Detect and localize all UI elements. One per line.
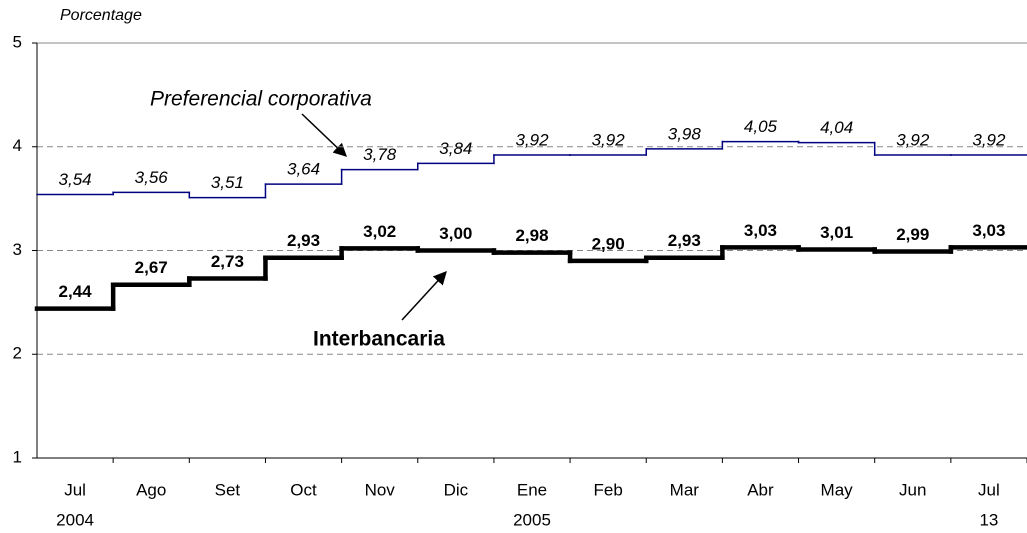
x-tick-label: Ago <box>136 480 166 499</box>
y-tick-label: 2 <box>13 344 22 363</box>
x-tick-label: Nov <box>365 480 396 499</box>
x-year-label: 2005 <box>513 510 551 529</box>
data-label: 3,92 <box>592 131 626 150</box>
y-tick-label: 5 <box>13 32 22 51</box>
data-label: 2,99 <box>896 225 929 244</box>
x-year-label: 13 <box>979 510 998 529</box>
data-label: 4,04 <box>820 118 853 137</box>
data-label: 3,84 <box>439 139 472 158</box>
x-tick-label: Ene <box>517 480 547 499</box>
data-label: 3,92 <box>515 131 549 150</box>
data-label: 3,03 <box>972 221 1005 240</box>
x-tick-label: Abr <box>747 480 774 499</box>
series-annotation: Preferencial corporativa <box>150 88 372 111</box>
x-tick-label: Mar <box>670 480 700 499</box>
x-tick-label: Set <box>215 480 241 499</box>
data-label: 3,03 <box>744 221 777 240</box>
data-label: 3,92 <box>972 131 1006 150</box>
x-year-label: 2004 <box>56 510 94 529</box>
data-label: 3,02 <box>363 222 396 241</box>
annotation-arrow <box>401 271 447 321</box>
data-label: 3,98 <box>668 124 702 143</box>
data-label: 2,93 <box>668 231 701 250</box>
data-label: 2,93 <box>287 231 320 250</box>
annotation-arrow <box>301 113 347 157</box>
data-label: 4,05 <box>744 117 778 136</box>
series-annotation: Interbancaria <box>313 328 445 351</box>
data-label: 3,78 <box>363 145 397 164</box>
data-label: 2,73 <box>211 252 244 271</box>
y-tick-label: 1 <box>13 447 22 466</box>
data-label: 3,54 <box>59 170 92 189</box>
data-label: 3,51 <box>211 173 244 192</box>
data-label: 2,67 <box>135 258 168 277</box>
x-tick-label: Jul <box>978 480 1000 499</box>
x-tick-label: Dic <box>444 480 469 499</box>
data-label: 3,92 <box>896 131 930 150</box>
y-tick-label: 3 <box>13 240 22 259</box>
x-tick-label: Feb <box>594 480 623 499</box>
data-label: 2,98 <box>515 226 548 245</box>
x-tick-label: Jun <box>899 480 926 499</box>
data-label: 3,64 <box>287 160 320 179</box>
data-label: 3,01 <box>820 223 853 242</box>
x-tick-label: Jul <box>64 480 86 499</box>
x-tick-label: May <box>821 480 854 499</box>
x-tick-label: Oct <box>290 480 317 499</box>
data-label: 2,44 <box>59 282 93 301</box>
data-label: 3,00 <box>439 224 472 243</box>
data-label: 3,56 <box>135 168 169 187</box>
y-tick-label: 4 <box>13 136 22 155</box>
y-axis-label: Porcentage <box>60 7 142 24</box>
data-label: 2,90 <box>592 234 625 253</box>
